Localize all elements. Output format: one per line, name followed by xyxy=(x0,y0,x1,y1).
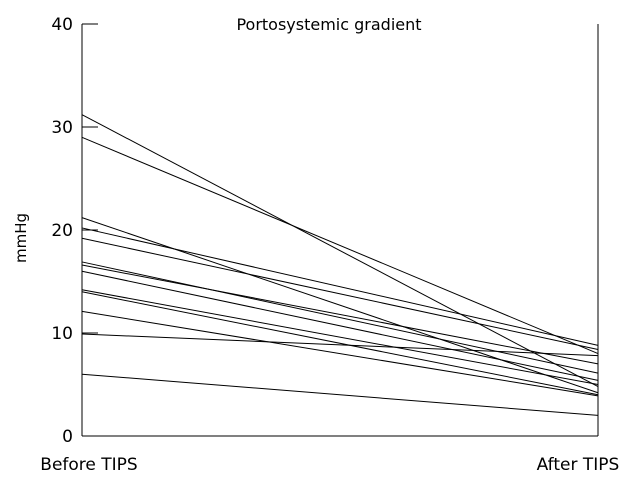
y-tick-label: 20 xyxy=(51,221,73,241)
chart-title: Portosystemic gradient xyxy=(236,15,421,34)
series-line xyxy=(81,264,599,365)
x-tick-labels: Before TIPS After TIPS xyxy=(40,455,619,475)
axes xyxy=(81,24,599,437)
y-ticks: 0 10 20 30 40 xyxy=(51,15,98,447)
x-tick-label-before: Before TIPS xyxy=(40,455,137,475)
series-line xyxy=(81,291,599,396)
y-tick-label: 10 xyxy=(51,324,73,344)
series-lines xyxy=(81,114,599,416)
y-tick-label: 40 xyxy=(51,15,73,35)
series-line xyxy=(81,261,599,374)
y-tick-label: 30 xyxy=(51,118,73,138)
series-line xyxy=(81,310,599,397)
series-line xyxy=(81,136,599,355)
x-tick-label-after: After TIPS xyxy=(537,455,620,475)
y-axis-title: mmHg xyxy=(12,213,30,263)
y-tick-label: 0 xyxy=(62,427,73,447)
series-line xyxy=(81,270,599,381)
series-line xyxy=(81,333,599,357)
series-line xyxy=(81,237,599,350)
series-line xyxy=(81,289,599,385)
series-line xyxy=(81,114,599,388)
series-line xyxy=(81,217,599,394)
series-line xyxy=(81,373,599,416)
series-line xyxy=(81,227,599,346)
